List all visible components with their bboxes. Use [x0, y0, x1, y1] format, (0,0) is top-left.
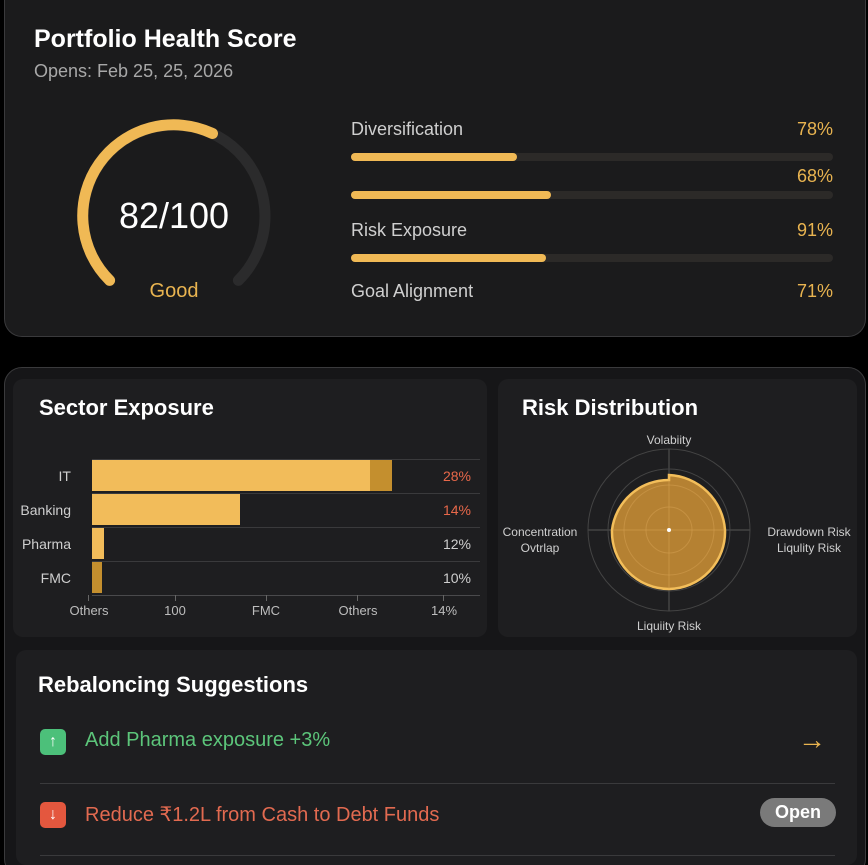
sector-label: IT — [58, 468, 71, 484]
gauge-arc-icon — [77, 119, 271, 286]
x-tick-label: FMC — [251, 603, 281, 618]
suggestion-text: Reduce ₹1.2L from Cash to Debt Funds — [85, 804, 440, 826]
radar-axis-right-1: Drawdown Risk — [767, 525, 851, 539]
sector-row-pharma: Pharma 12% — [13, 528, 487, 562]
sector-value: 12% — [442, 536, 471, 552]
open-date-subtitle: Opens: Feb 25, 25, 2026 — [34, 61, 234, 81]
progress-fill — [351, 191, 552, 199]
gridline — [92, 561, 480, 562]
radar-axis-bottom: Liquiity Risk — [636, 619, 702, 633]
sector-label: FMC — [40, 570, 71, 586]
rebalancing-panel: Rebaloncing Suggestions ↑ Add Pharma exp… — [16, 650, 857, 865]
radar-chart-icon — [587, 448, 751, 612]
radar-axis-left-2: Ovtrlap — [520, 541, 560, 555]
gridline — [92, 493, 480, 494]
gridline — [92, 459, 480, 460]
health-score-gauge: 82/100 Good — [70, 112, 280, 312]
metric-label-diversification: Diversification — [351, 119, 464, 139]
arrow-right-icon[interactable]: → — [798, 724, 826, 755]
portfolio-health-card — [4, 0, 866, 337]
metric-label-goal-alignment: Goal Alignment — [351, 281, 474, 301]
x-tick-label: Others — [69, 603, 109, 618]
x-tick-label: Others — [338, 603, 378, 618]
progress-bar-diversification — [351, 153, 833, 161]
gridline — [92, 527, 480, 528]
sector-row-banking: Banking 14% — [13, 494, 487, 528]
sector-value: 28% — [442, 468, 471, 484]
sector-row-it: IT 28% — [13, 460, 487, 494]
risk-distribution-title: Risk Distribution — [522, 395, 699, 420]
arrow-down-icon: ↓ — [40, 802, 66, 828]
sector-row-fmc: FMC 10% — [13, 562, 487, 596]
suggestion-reduce-cash[interactable]: ↓ Reduce ₹1.2L from Cash to Debt Funds O… — [38, 795, 836, 835]
metric-value-unlabeled: 68% — [796, 166, 833, 186]
radar-axis-right-2: Liqulity Risk — [776, 541, 842, 555]
metric-value-goal-alignment: 71% — [796, 281, 833, 301]
sector-value: 14% — [442, 502, 471, 518]
open-button[interactable]: Open — [760, 798, 836, 827]
radar-axis-top: Volabiity — [646, 433, 692, 447]
sector-bar[interactable] — [92, 528, 104, 559]
x-tick-label: 100 — [164, 603, 186, 618]
x-tick-label: 14% — [430, 603, 458, 618]
sector-bar[interactable] — [92, 494, 240, 525]
sector-label: Pharma — [21, 536, 71, 552]
x-axis-line — [92, 595, 480, 596]
metric-label-risk-exposure: Risk Exposure — [351, 220, 468, 240]
progress-fill — [351, 153, 518, 161]
health-status-label: Good — [149, 280, 199, 302]
radar-axis-left-1: Concentration — [502, 525, 578, 539]
divider — [40, 855, 835, 856]
suggestion-add-pharma[interactable]: ↑ Add Pharma exposure +3% → — [38, 722, 836, 762]
sector-exposure-panel: Sector Exposure IT 28% Banking 14% Pharm… — [13, 379, 487, 637]
tick — [88, 595, 89, 601]
progress-fill — [351, 254, 547, 262]
tick — [443, 595, 444, 601]
metric-value-diversification: 78% — [796, 119, 833, 139]
sector-bar-extension — [370, 460, 392, 491]
sector-value: 10% — [442, 570, 471, 586]
divider — [40, 783, 835, 784]
progress-bar-risk-exposure — [351, 254, 833, 262]
tick — [175, 595, 176, 601]
arrow-up-icon: ↑ — [40, 729, 66, 755]
rebalancing-title: Rebaloncing Suggestions — [38, 672, 309, 697]
page-title: Portfolio Health Score — [34, 25, 297, 53]
health-score-value: 82/100 — [118, 195, 230, 236]
progress-bar-unlabeled — [351, 191, 833, 199]
sector-exposure-title: Sector Exposure — [39, 395, 214, 420]
risk-distribution-panel: Risk Distribution Volabiity Concentratio… — [498, 379, 857, 637]
metric-value-risk-exposure: 91% — [796, 220, 833, 240]
suggestion-text: Add Pharma exposure +3% — [85, 729, 331, 751]
tick — [266, 595, 267, 601]
sector-bar[interactable] — [92, 460, 370, 491]
sector-label: Banking — [20, 502, 71, 518]
tick — [357, 595, 358, 601]
sector-bar[interactable] — [92, 562, 102, 593]
